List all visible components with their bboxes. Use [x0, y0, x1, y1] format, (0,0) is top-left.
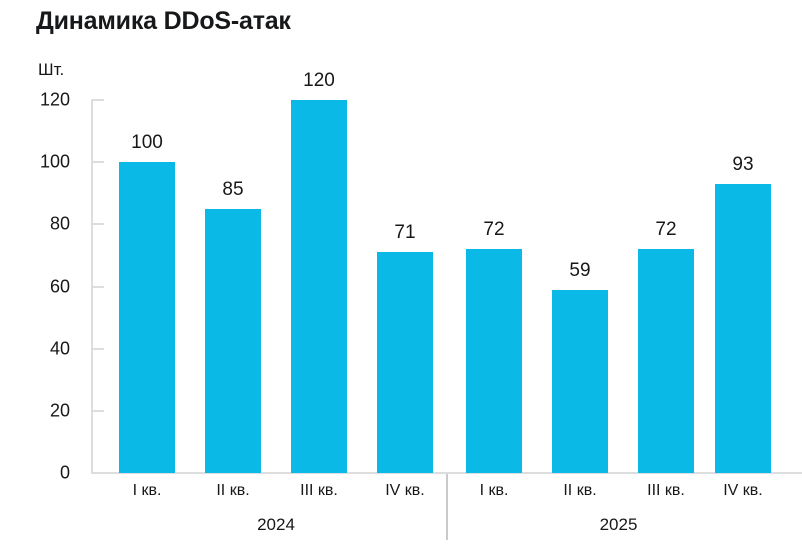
x-axis-category-label: I кв.: [479, 482, 509, 499]
x-axis-baseline: [91, 472, 802, 474]
bar-value-label: 72: [655, 219, 677, 241]
y-axis-tick-label: 100: [39, 151, 70, 172]
x-axis-group-label: 2025: [599, 515, 638, 534]
y-axis-tick: [91, 285, 104, 288]
x-axis-category-label: III кв.: [300, 482, 338, 499]
y-axis-tick: [91, 161, 104, 164]
bar[interactable]: [466, 249, 522, 473]
y-axis-tick-label: 20: [49, 400, 70, 421]
bar[interactable]: [638, 249, 694, 473]
y-axis-tick-label: 40: [49, 338, 70, 359]
x-axis-category-label: II кв.: [216, 482, 250, 499]
x-axis-category-label: I кв.: [132, 482, 162, 499]
bar-value-label: 100: [131, 132, 163, 154]
bar-value-label: 71: [394, 222, 416, 244]
x-axis-category-label: IV кв.: [385, 482, 425, 499]
year-group-separator: [446, 474, 448, 540]
x-axis-category-label: II кв.: [563, 482, 597, 499]
y-axis-tick-label: 80: [49, 213, 70, 234]
x-axis-group-label: 2024: [257, 515, 295, 534]
bar-value-label: 59: [569, 259, 591, 281]
bar[interactable]: [715, 183, 771, 473]
bar[interactable]: [119, 162, 175, 473]
y-axis-tick-label: 60: [49, 276, 70, 296]
y-axis-tick: [91, 409, 104, 412]
bar-value-label: 85: [222, 178, 244, 200]
y-axis-tick: [91, 223, 104, 226]
chart-title: Динамика DDoS-атак: [36, 7, 291, 35]
x-axis-category-label: III кв.: [647, 482, 685, 499]
bar[interactable]: [291, 100, 347, 473]
y-axis-tick: [91, 472, 104, 474]
y-axis-tick-label: 120: [39, 89, 70, 110]
bar-value-label: 72: [483, 219, 505, 241]
bar[interactable]: [205, 208, 261, 473]
x-axis-category-label: IV кв.: [723, 482, 763, 499]
y-axis-tick: [91, 99, 104, 101]
bar-value-label: 93: [732, 153, 754, 175]
y-axis-tick-label: 0: [59, 462, 70, 483]
y-axis-tick: [91, 347, 104, 350]
bar-value-label: 120: [303, 70, 335, 91]
y-axis-unit-label: Шт.: [38, 60, 65, 79]
bar[interactable]: [552, 289, 608, 473]
bar[interactable]: [377, 252, 433, 473]
